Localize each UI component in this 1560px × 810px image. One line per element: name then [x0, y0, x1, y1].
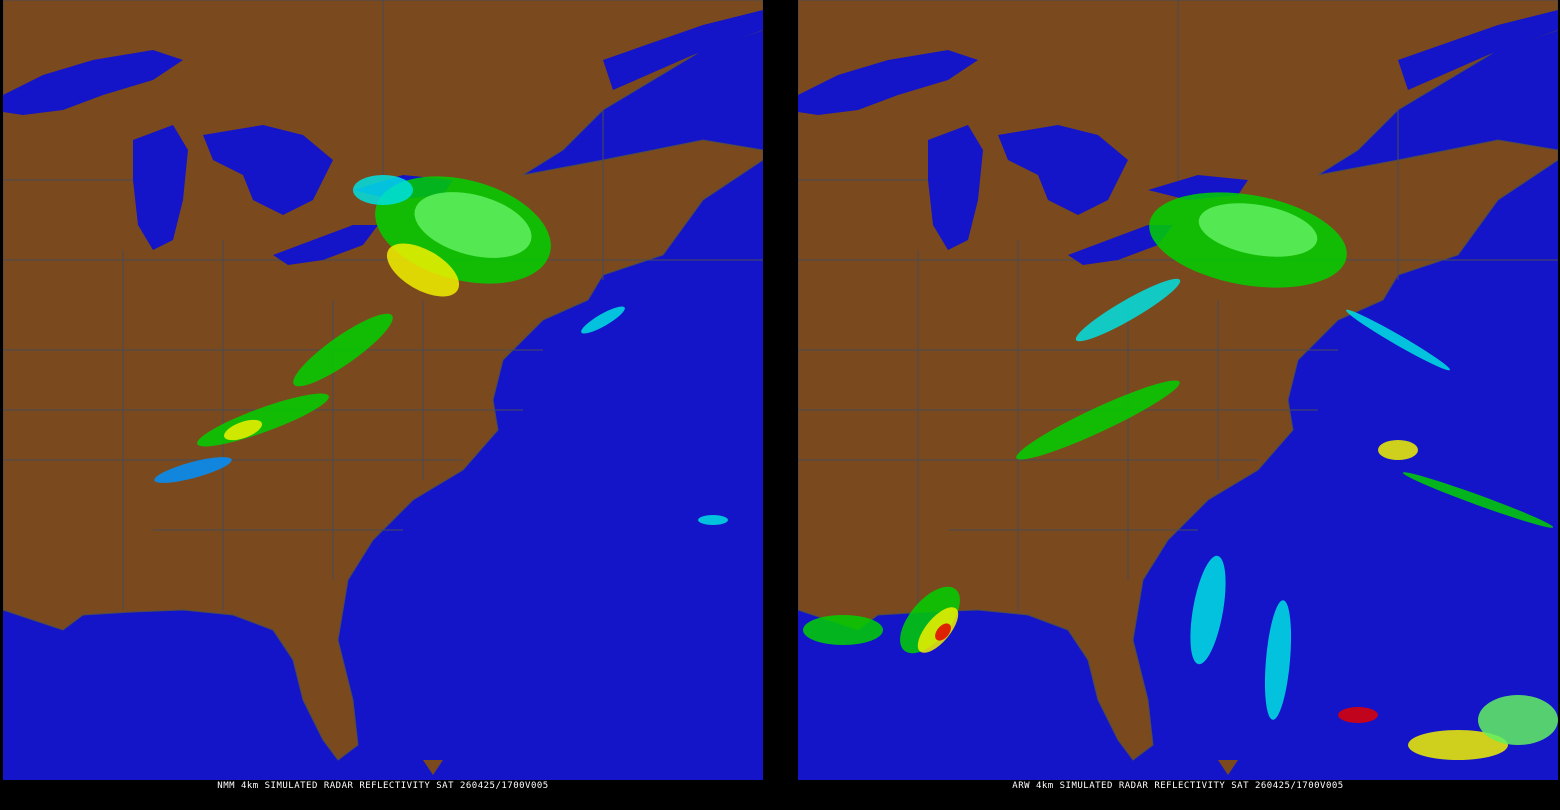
great-lake [603, 10, 763, 90]
radar-echo [1264, 600, 1292, 720]
great-lake [928, 125, 983, 250]
radar-echo [581, 306, 625, 334]
great-lake [133, 125, 188, 250]
great-lake [1068, 225, 1173, 265]
radar-echo [293, 313, 393, 387]
great-lake [998, 125, 1128, 215]
arw-caption: ARW 4km SIMULATED RADAR REFLECTIVITY SAT… [1012, 781, 1344, 791]
great-lake [203, 125, 333, 215]
nmm-radar-map [3, 0, 763, 780]
radar-echo [803, 615, 883, 645]
radar-echo [224, 419, 262, 441]
radar-echo [1016, 380, 1180, 460]
nmm-map-panel: NMM 4km SIMULATED RADAR REFLECTIVITY SAT… [3, 0, 763, 810]
great-lake [798, 50, 978, 115]
radar-echo [935, 623, 951, 641]
island [423, 760, 443, 775]
land [3, 0, 763, 761]
arw-radar-map [798, 0, 1558, 780]
island [1218, 760, 1238, 775]
radar-echo [1198, 203, 1318, 257]
radar-echo [154, 457, 232, 483]
radar-echo [1338, 707, 1378, 723]
radar-echo [1402, 472, 1554, 528]
radar-echo [1345, 309, 1451, 371]
arw-map-panel: ARW 4km SIMULATED RADAR REFLECTIVITY SAT… [798, 0, 1558, 810]
radar-echo [353, 175, 413, 205]
radar-echo [414, 192, 532, 258]
great-lake [273, 225, 378, 265]
radar-echo [900, 586, 960, 654]
great-lake [3, 50, 183, 115]
radar-echo [1190, 555, 1226, 665]
great-lake [1398, 10, 1558, 90]
radar-echo [1075, 278, 1181, 342]
radar-echo [1378, 440, 1418, 460]
land [798, 0, 1558, 761]
radar-echo [1408, 730, 1508, 760]
radar-echo [698, 515, 728, 525]
radar-echo [1478, 695, 1558, 745]
radar-echo [386, 243, 460, 297]
nmm-caption: NMM 4km SIMULATED RADAR REFLECTIVITY SAT… [217, 781, 549, 791]
